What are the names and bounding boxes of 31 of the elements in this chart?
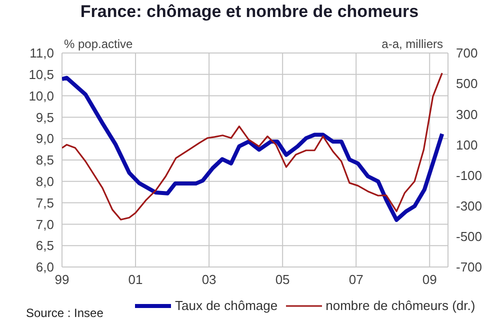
chart-title: France: chômage et nombre de chomeurs [79,2,420,22]
y-tick-label: 9,5 [36,110,54,125]
legend-label: Taux de chômage [175,298,278,313]
y2-tick-label: -700 [456,260,482,275]
y-tick-label: 7,5 [36,195,54,210]
y-tick-label: 8,5 [36,152,54,168]
x-tick-label: 03 [202,272,216,288]
y-tick-label: 10,5 [28,67,54,82]
y2-tick-label: -100 [456,168,482,183]
y2-tick-label: 100 [456,137,478,152]
y2-tick-label: -500 [456,229,482,244]
x-tick-label: 07 [348,272,364,288]
y-tick-label: 9,0 [36,131,54,146]
y2-axis-title: a-a, milliers [382,37,443,51]
legend-label: nombre de chômeurs (dr.) [326,298,476,313]
x-tick-label: 09 [422,272,437,288]
y2-tick-label: -300 [456,198,482,214]
y-tick-label: 10,0 [28,88,54,104]
x-tick-label: 05 [275,272,290,288]
source-note: Source : Insee [26,306,104,320]
y2-tick-label: 700 [456,46,478,61]
y-tick-label: 6,0 [36,260,54,275]
y-tick-label: 8,0 [36,174,54,190]
y-tick-label: 11,0 [30,46,54,61]
x-tick-label: 99 [54,272,70,288]
y2-tick-label: 500 [456,76,478,92]
y2-tick-label: 300 [456,106,478,122]
y-tick-label: 6,5 [36,238,54,254]
x-tick-label: 01 [128,272,143,288]
y-axis-title: % pop.active [64,37,133,51]
y-tick-label: 7,0 [36,216,54,232]
